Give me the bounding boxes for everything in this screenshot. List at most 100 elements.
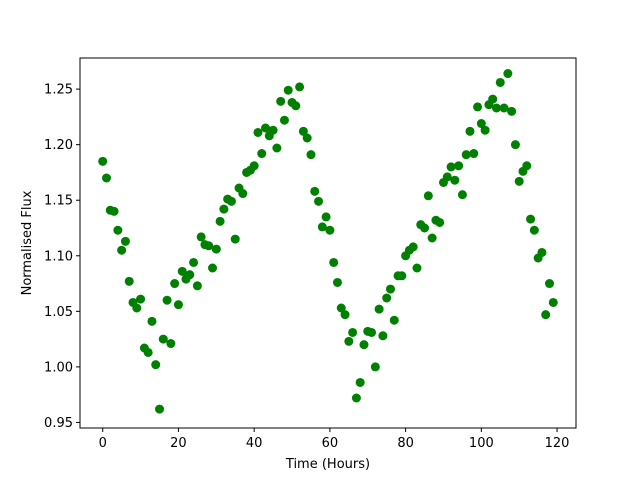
x-tick-label: 120: [545, 436, 570, 451]
data-point: [465, 126, 475, 136]
data-point: [488, 94, 498, 104]
y-tick-label: 1.15: [44, 194, 73, 209]
data-point: [166, 339, 176, 349]
x-tick-label: 60: [322, 436, 339, 451]
data-point: [435, 217, 445, 227]
x-tick-label: 40: [246, 436, 263, 451]
data-point: [276, 96, 286, 106]
data-point: [526, 214, 536, 224]
data-point: [454, 161, 464, 171]
data-point: [412, 263, 422, 273]
y-tick-label: 1.00: [44, 360, 73, 375]
data-point: [196, 232, 206, 242]
data-point: [423, 191, 433, 201]
data-point: [185, 270, 195, 280]
data-point: [374, 304, 384, 314]
y-axis-label: Normalised Flux: [20, 190, 35, 295]
data-point: [473, 102, 483, 112]
data-point: [450, 175, 460, 185]
y-tick-label: 1.20: [44, 138, 73, 153]
data-point: [340, 310, 350, 320]
data-point: [151, 360, 161, 370]
data-point: [291, 101, 301, 111]
y-tick-label: 1.25: [44, 83, 73, 98]
data-point: [261, 123, 271, 133]
x-tick-label: 0: [99, 436, 107, 451]
data-point: [189, 257, 199, 267]
data-point: [495, 77, 505, 87]
data-point: [238, 189, 248, 199]
plot-area: [98, 69, 558, 414]
data-point: [469, 149, 479, 159]
data-point: [370, 362, 380, 372]
data-point: [306, 150, 316, 160]
data-point: [162, 295, 172, 305]
data-point: [124, 276, 134, 286]
axes-frame: [79, 57, 577, 429]
data-point: [272, 143, 282, 153]
data-point: [548, 297, 558, 307]
data-point: [510, 140, 520, 150]
data-point: [480, 125, 490, 135]
data-point: [317, 222, 327, 232]
data-point: [295, 82, 305, 92]
data-point: [385, 284, 395, 294]
data-point: [120, 236, 130, 246]
data-point: [442, 172, 452, 182]
data-point: [522, 161, 532, 171]
data-point: [367, 327, 377, 337]
data-point: [408, 242, 418, 252]
data-point: [325, 225, 335, 235]
data-point: [544, 279, 554, 289]
data-point: [204, 241, 214, 251]
data-point: [302, 133, 312, 143]
data-point: [219, 204, 229, 214]
data-point: [298, 126, 308, 136]
data-point: [321, 212, 331, 222]
data-point: [102, 173, 112, 183]
data-point: [310, 186, 320, 196]
data-point: [507, 106, 517, 116]
data-point: [332, 277, 342, 287]
data-point: [279, 115, 289, 125]
data-point: [314, 196, 324, 206]
data-point: [192, 281, 202, 291]
data-point: [170, 279, 180, 289]
x-tick-label: 80: [397, 436, 414, 451]
data-point: [491, 103, 501, 113]
data-point: [446, 162, 456, 172]
data-point: [457, 190, 467, 200]
data-point: [503, 69, 513, 79]
data-point: [173, 300, 183, 310]
data-point: [117, 245, 127, 255]
data-point: [420, 223, 430, 233]
data-point: [476, 119, 486, 129]
data-point: [355, 377, 365, 387]
data-point: [268, 125, 278, 135]
data-point: [249, 161, 259, 171]
data-point: [215, 216, 225, 226]
data-point: [351, 393, 361, 403]
x-tick-label: 100: [469, 436, 494, 451]
data-point: [514, 176, 524, 186]
data-point: [158, 334, 168, 344]
data-point: [378, 331, 388, 341]
data-point: [143, 347, 153, 357]
y-tick-label: 1.10: [44, 249, 73, 264]
data-point: [359, 340, 369, 350]
data-point: [98, 156, 108, 166]
data-point: [230, 234, 240, 244]
data-point: [113, 225, 123, 235]
data-point: [336, 303, 346, 313]
data-point: [257, 149, 267, 159]
data-point: [348, 327, 358, 337]
data-point: [211, 244, 221, 254]
data-point: [461, 150, 471, 160]
data-point: [136, 294, 146, 304]
data-point: [427, 233, 437, 243]
data-point: [155, 404, 165, 414]
data-point: [537, 247, 547, 257]
y-axis-ticks: 0.95 1.00 1.05 1.10 1.15 1.20 1.25: [44, 83, 80, 431]
data-point: [529, 225, 539, 235]
